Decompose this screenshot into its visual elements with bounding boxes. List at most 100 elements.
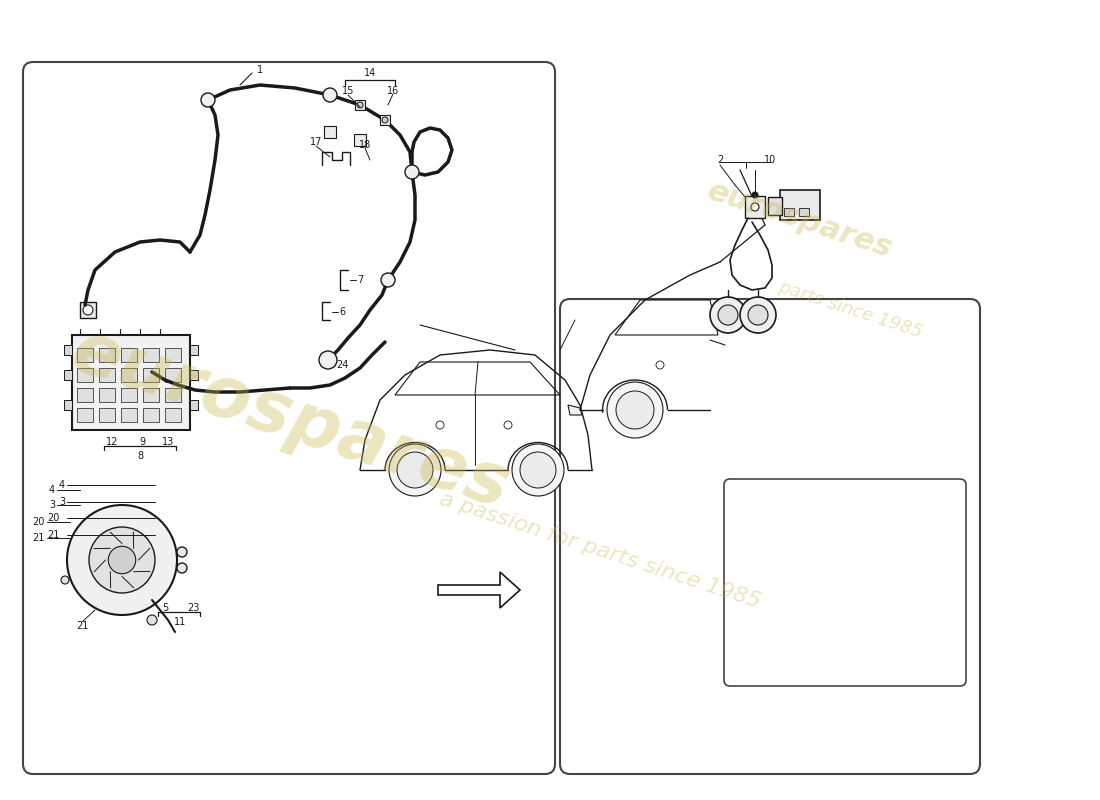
Text: 21: 21 — [47, 530, 60, 540]
Bar — [379, 115, 390, 125]
Bar — [355, 100, 365, 110]
Circle shape — [177, 563, 187, 573]
Bar — [80, 302, 96, 318]
Circle shape — [82, 305, 94, 315]
Text: 21: 21 — [76, 621, 88, 631]
Text: 17: 17 — [310, 137, 322, 147]
Bar — [77, 348, 94, 362]
Text: 8: 8 — [136, 451, 143, 461]
Text: 2: 2 — [717, 155, 723, 165]
Bar — [121, 368, 138, 382]
Bar — [99, 388, 116, 402]
FancyBboxPatch shape — [724, 479, 966, 686]
Circle shape — [323, 88, 337, 102]
Circle shape — [607, 382, 663, 438]
Circle shape — [748, 305, 768, 325]
Bar — [143, 368, 160, 382]
Bar — [64, 400, 72, 410]
Bar — [768, 197, 782, 215]
Circle shape — [108, 546, 135, 574]
Text: 3: 3 — [48, 500, 55, 510]
Bar — [121, 348, 138, 362]
Bar — [77, 408, 94, 422]
Circle shape — [405, 165, 419, 179]
Bar — [72, 335, 190, 430]
Circle shape — [740, 297, 776, 333]
Circle shape — [319, 351, 337, 369]
Bar — [190, 370, 198, 380]
Bar — [77, 388, 94, 402]
Circle shape — [616, 391, 654, 429]
FancyBboxPatch shape — [560, 299, 980, 774]
Circle shape — [89, 527, 155, 593]
Bar — [77, 368, 94, 382]
Bar — [190, 400, 198, 410]
Text: eurospares: eurospares — [704, 177, 896, 263]
Bar — [121, 388, 138, 402]
Text: 18: 18 — [359, 140, 371, 150]
Circle shape — [67, 505, 177, 615]
Bar — [354, 134, 366, 146]
Bar — [143, 348, 160, 362]
Bar — [780, 190, 820, 220]
Text: 6: 6 — [339, 307, 345, 317]
Text: 24: 24 — [336, 360, 349, 370]
Bar — [143, 408, 160, 422]
Text: 9: 9 — [139, 437, 145, 447]
Circle shape — [147, 615, 157, 625]
Bar — [99, 348, 116, 362]
Text: 11: 11 — [174, 617, 186, 627]
Bar — [143, 388, 160, 402]
Polygon shape — [438, 572, 520, 608]
Bar — [99, 368, 116, 382]
Bar — [121, 408, 138, 422]
Circle shape — [718, 305, 738, 325]
Circle shape — [382, 117, 388, 123]
Circle shape — [177, 547, 187, 557]
Text: 13: 13 — [162, 437, 174, 447]
Bar — [324, 126, 336, 138]
Circle shape — [358, 102, 363, 108]
FancyBboxPatch shape — [23, 62, 556, 774]
Text: 7: 7 — [356, 275, 363, 285]
Bar — [165, 408, 182, 422]
Text: 3: 3 — [59, 497, 65, 507]
Circle shape — [381, 273, 395, 287]
Circle shape — [60, 576, 69, 584]
Text: 15: 15 — [342, 86, 354, 96]
Circle shape — [201, 93, 214, 107]
Text: 20: 20 — [47, 513, 60, 523]
Text: 21: 21 — [33, 533, 45, 543]
Text: 5: 5 — [162, 603, 168, 613]
Circle shape — [710, 297, 746, 333]
Circle shape — [520, 452, 556, 488]
Bar — [745, 196, 764, 218]
Text: 1: 1 — [257, 65, 263, 75]
Bar — [64, 370, 72, 380]
Text: a passion for parts since 1985: a passion for parts since 1985 — [437, 489, 763, 611]
Text: 10: 10 — [763, 155, 777, 165]
Circle shape — [397, 452, 433, 488]
Text: 4: 4 — [59, 480, 65, 490]
Text: parts since 1985: parts since 1985 — [776, 278, 924, 342]
Circle shape — [656, 361, 664, 369]
Bar — [190, 345, 198, 355]
Text: 4: 4 — [48, 485, 55, 495]
Circle shape — [321, 353, 336, 367]
Bar — [784, 208, 794, 216]
Text: 12: 12 — [106, 437, 118, 447]
Text: 16: 16 — [387, 86, 399, 96]
Bar — [165, 388, 182, 402]
Circle shape — [752, 192, 758, 198]
Bar — [64, 345, 72, 355]
Bar — [165, 368, 182, 382]
Bar — [799, 208, 808, 216]
Text: 20: 20 — [33, 517, 45, 527]
Text: 23: 23 — [187, 603, 199, 613]
Polygon shape — [568, 405, 582, 415]
Text: 14: 14 — [364, 68, 376, 78]
Bar — [165, 348, 182, 362]
Circle shape — [751, 203, 759, 211]
Circle shape — [512, 444, 564, 496]
Circle shape — [504, 421, 512, 429]
